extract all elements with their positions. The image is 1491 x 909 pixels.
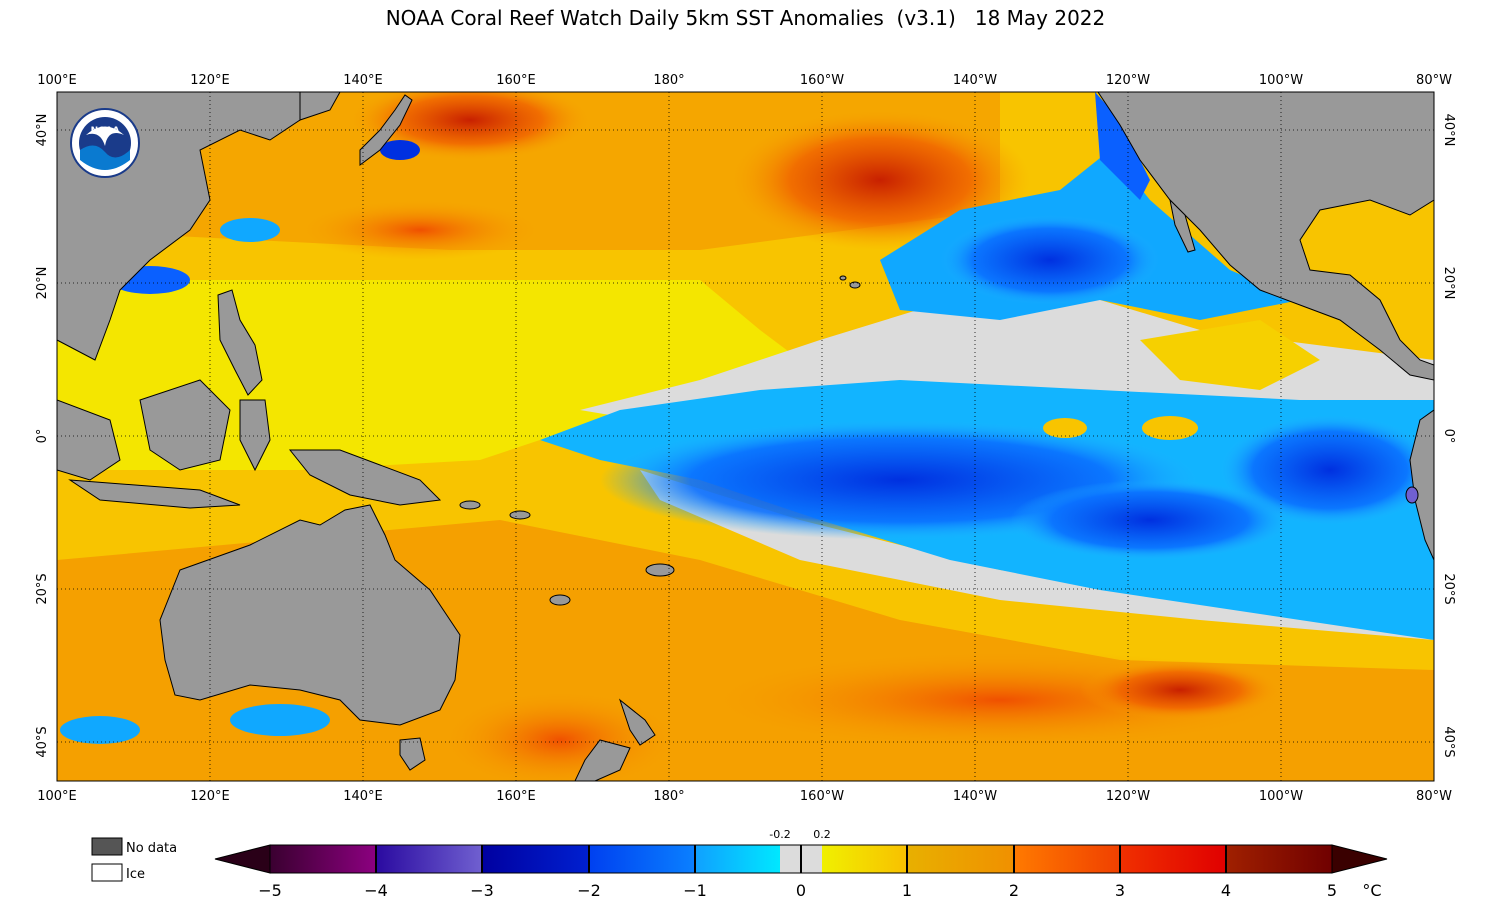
lon-label-top: 80°W [1416,73,1452,88]
colorbar-tick: −4 [364,881,388,900]
lat-label-left: 20°S [35,573,50,604]
sst-anomaly-field [57,92,1434,781]
lon-label-top: 140°E [343,73,383,88]
colorbar-tick: 1 [902,881,912,900]
lon-label-top: 160°W [800,73,844,88]
colorbar-tick: 4 [1221,881,1231,900]
ice-label: Ice [126,867,145,882]
lat-label-left: 40°N [35,114,50,147]
map-frame [56,91,1435,782]
lon-label-top: 100°E [37,73,77,88]
colorbar-tick: 2 [1009,881,1019,900]
noaa-logo: NOAA [70,108,140,178]
nodata-ice-legend: No data Ice [91,837,177,882]
lat-label-right: 20°N [1441,267,1456,300]
lat-label-left: 40°S [35,726,50,757]
lon-labels-top: 100°E 120°E 140°E 160°E 180° 160°W 140°W… [37,73,1452,88]
lon-label-bottom: 140°E [343,789,383,804]
ice-swatch [91,863,123,882]
colorbar-tick: −5 [258,881,282,900]
lon-label-bottom: 180° [653,789,684,804]
lon-label-bottom: 100°W [1259,789,1303,804]
colorbar-tick: −3 [470,881,494,900]
lon-label-bottom: 160°W [800,789,844,804]
colorbar-small-tick: 0.2 [813,828,831,841]
colorbar-tick: −1 [683,881,707,900]
lat-label-right: 20°S [1441,573,1456,604]
lat-label-left: 0° [35,429,50,444]
lon-label-bottom: 120°W [1106,789,1150,804]
lon-label-bottom: 100°E [37,789,77,804]
lat-label-left: 20°N [35,267,50,300]
lat-label-right: 0° [1441,429,1456,444]
lon-label-bottom: 80°W [1416,789,1452,804]
lon-label-top: 120°E [190,73,230,88]
colorbar-high-arrow [1331,844,1388,874]
noaa-logo-text: NOAA [91,126,120,136]
nodata-label: No data [126,841,177,856]
colorbar-small-tick: -0.2 [769,828,790,841]
lon-label-top: 160°E [496,73,536,88]
lat-labels-left: 40°N 20°N 0° 20°S 40°S [35,114,50,758]
lon-label-top: 120°W [1106,73,1150,88]
map-title: NOAA Coral Reef Watch Daily 5km SST Anom… [385,6,1106,30]
colorbar-unit: °C [1362,881,1381,900]
colorbar-tick: 0 [796,881,806,900]
colorbar-low-arrow [214,844,271,874]
lon-label-bottom: 140°W [953,789,997,804]
colorbar-tick: 5 [1327,881,1337,900]
graticule [57,92,1434,781]
colorbar-tick: −2 [577,881,601,900]
lat-labels-right: 40°N 20°N 0° 20°S 40°S [1441,114,1456,758]
colorbar: -0.2 0.2 −5 −4 −3 −2 −1 0 1 2 3 4 5 °C [214,828,1388,900]
lat-label-right: 40°N [1441,114,1456,147]
lon-label-bottom: 160°E [496,789,536,804]
lon-labels-bottom: 100°E 120°E 140°E 160°E 180° 160°W 140°W… [37,789,1452,804]
lat-label-right: 40°S [1441,726,1456,757]
lon-label-top: 180° [653,73,684,88]
lon-label-bottom: 120°E [190,789,230,804]
nodata-swatch [91,837,123,856]
lon-label-top: 100°W [1259,73,1303,88]
lon-label-top: 140°W [953,73,997,88]
colorbar-tick: 3 [1115,881,1125,900]
